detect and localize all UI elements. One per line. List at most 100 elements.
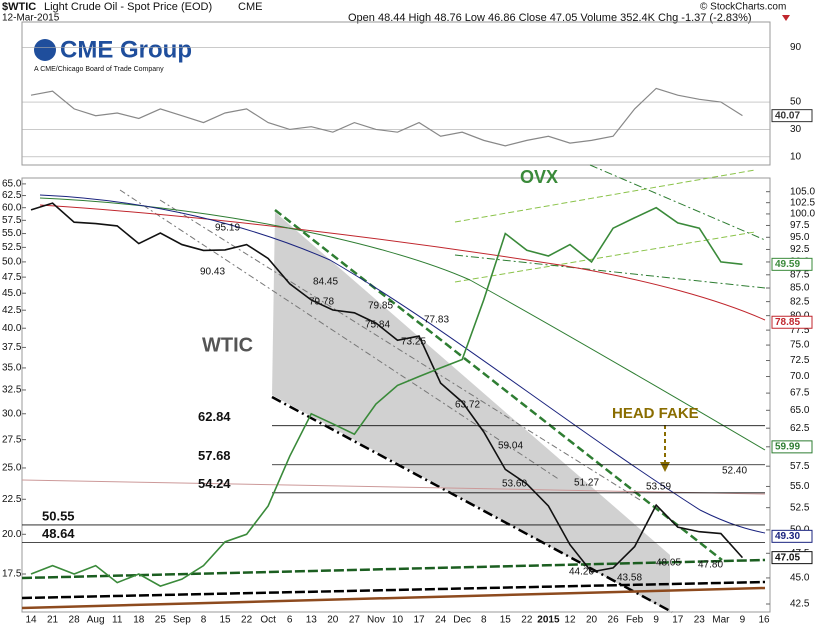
ovx-channel xyxy=(454,254,766,289)
support-line xyxy=(21,580,766,600)
rsi-tick-label: 90 xyxy=(790,42,802,53)
ma-value-box xyxy=(771,529,813,543)
x-tick-label: Dec xyxy=(453,615,471,626)
x-tick-label: 17 xyxy=(672,615,684,626)
price-label: 84.45 xyxy=(313,277,338,288)
quote: Open 48.44 High 48.76 Low 46.86 Close 47… xyxy=(348,12,752,24)
shaded-channel xyxy=(272,212,670,612)
main-panel xyxy=(21,177,771,613)
ma-value-box xyxy=(771,440,813,454)
trend-line xyxy=(271,395,673,614)
y2-tick-label: 70.0 xyxy=(790,371,810,382)
y-tick-label: 62.5 xyxy=(2,190,22,201)
moving-average xyxy=(39,204,766,321)
x-tick-label: 11 xyxy=(112,615,123,626)
y2-tick-label: 65.0 xyxy=(790,405,810,416)
price-label: 79.78 xyxy=(309,297,334,308)
y-tick-label: 37.5 xyxy=(2,342,22,353)
x-tick-label: 20 xyxy=(586,615,598,626)
y2-tick-label: 102.5 xyxy=(790,197,815,208)
price-label: 48.05 xyxy=(656,558,681,569)
ovx-channel xyxy=(454,169,756,223)
ovx-last-value: 49.59 xyxy=(775,259,800,270)
logo-name: CME Group xyxy=(60,36,192,63)
y-tick-label: 17.5 xyxy=(2,569,22,580)
x-tick-label: 2015 xyxy=(537,615,560,626)
trend-line xyxy=(159,199,641,501)
y-tick-label: 55.0 xyxy=(2,228,22,239)
resistance-line xyxy=(21,479,766,495)
x-tick-label: 15 xyxy=(500,615,512,626)
y2-tick-label: 52.5 xyxy=(790,502,810,513)
x-tick-label: 15 xyxy=(219,615,231,626)
wtic-last-value-box xyxy=(771,551,813,565)
y-tick-label: 25.0 xyxy=(2,463,22,474)
y2-tick-label: 92.5 xyxy=(790,244,810,255)
x-tick-label: 26 xyxy=(608,615,620,626)
y2-tick-label: 77.5 xyxy=(790,325,810,336)
level-label: 50.55 xyxy=(42,508,75,523)
y2-tick-label: 97.5 xyxy=(790,220,810,231)
y2-tick-label: 85.0 xyxy=(790,283,810,294)
logo-globe xyxy=(34,39,56,61)
y2-tick-label: 105.0 xyxy=(790,186,815,197)
x-tick-label: 23 xyxy=(694,615,706,626)
y2-tick-label: 87.5 xyxy=(790,269,810,280)
symbol: $WTIC xyxy=(2,1,36,13)
series-line xyxy=(30,206,743,588)
x-tick-label: Aug xyxy=(87,615,105,626)
ovx-channel xyxy=(454,231,756,283)
x-tick-label: 22 xyxy=(521,615,533,626)
price-label: 75.84 xyxy=(365,320,390,331)
moving-average xyxy=(39,194,766,534)
down-arrow xyxy=(782,15,790,21)
date: 12-Mar-2015 xyxy=(2,13,60,24)
price-label: 63.72 xyxy=(455,400,480,411)
x-tick-label: 14 xyxy=(25,615,37,626)
price-label: 59.04 xyxy=(498,441,523,452)
y-tick-label: 50.0 xyxy=(2,257,22,268)
x-tick-label: 18 xyxy=(133,615,145,626)
x-tick-label: 9 xyxy=(740,615,746,626)
price-label: 53.60 xyxy=(502,479,527,490)
rsi-last-value: 40.07 xyxy=(775,110,800,121)
rsi-line xyxy=(30,87,743,147)
series-label: OVX xyxy=(520,167,558,187)
y2-tick-label: 62.5 xyxy=(790,423,810,434)
y-tick-label: 42.5 xyxy=(2,305,22,316)
y-tick-label: 30.0 xyxy=(2,408,22,419)
y2-tick-label: 82.5 xyxy=(790,296,810,307)
price-label: 77.83 xyxy=(424,315,449,326)
y-tick-label: 60.0 xyxy=(2,202,22,213)
y-tick-label: 20.0 xyxy=(2,529,22,540)
y2-tick-label: 75.0 xyxy=(790,340,810,351)
support-line xyxy=(21,586,766,610)
y-tick-label: 52.5 xyxy=(2,242,22,253)
trend-line xyxy=(119,189,561,481)
trend-line xyxy=(274,209,723,561)
title: Light Crude Oil - Spot Price (EOD) xyxy=(44,1,212,13)
moving-average xyxy=(39,197,766,451)
x-tick-label: 9 xyxy=(653,615,659,626)
x-tick-label: 8 xyxy=(481,615,487,626)
price-label: 43.58 xyxy=(617,573,642,584)
level-label: 57.68 xyxy=(198,448,231,463)
y2-tick-label: 72.5 xyxy=(790,355,810,366)
x-tick-label: Feb xyxy=(626,615,644,626)
rsi-last-value-box xyxy=(771,109,813,123)
x-tick-label: Mar xyxy=(712,615,730,626)
price-label: 47.80 xyxy=(698,560,723,571)
price-label: 95.19 xyxy=(215,223,240,234)
price-label: 52.40 xyxy=(722,466,747,477)
y-tick-label: 65.0 xyxy=(2,179,22,190)
price-label: 90.43 xyxy=(200,267,225,278)
x-tick-label: 20 xyxy=(327,615,339,626)
y-tick-label: 57.5 xyxy=(2,215,22,226)
ma-value-box xyxy=(771,315,813,329)
price-label: 73.25 xyxy=(401,337,426,348)
credit: © StockCharts.com xyxy=(700,2,786,13)
wtic-last-value: 47.05 xyxy=(775,552,800,563)
rsi-tick-label: 30 xyxy=(790,124,802,135)
